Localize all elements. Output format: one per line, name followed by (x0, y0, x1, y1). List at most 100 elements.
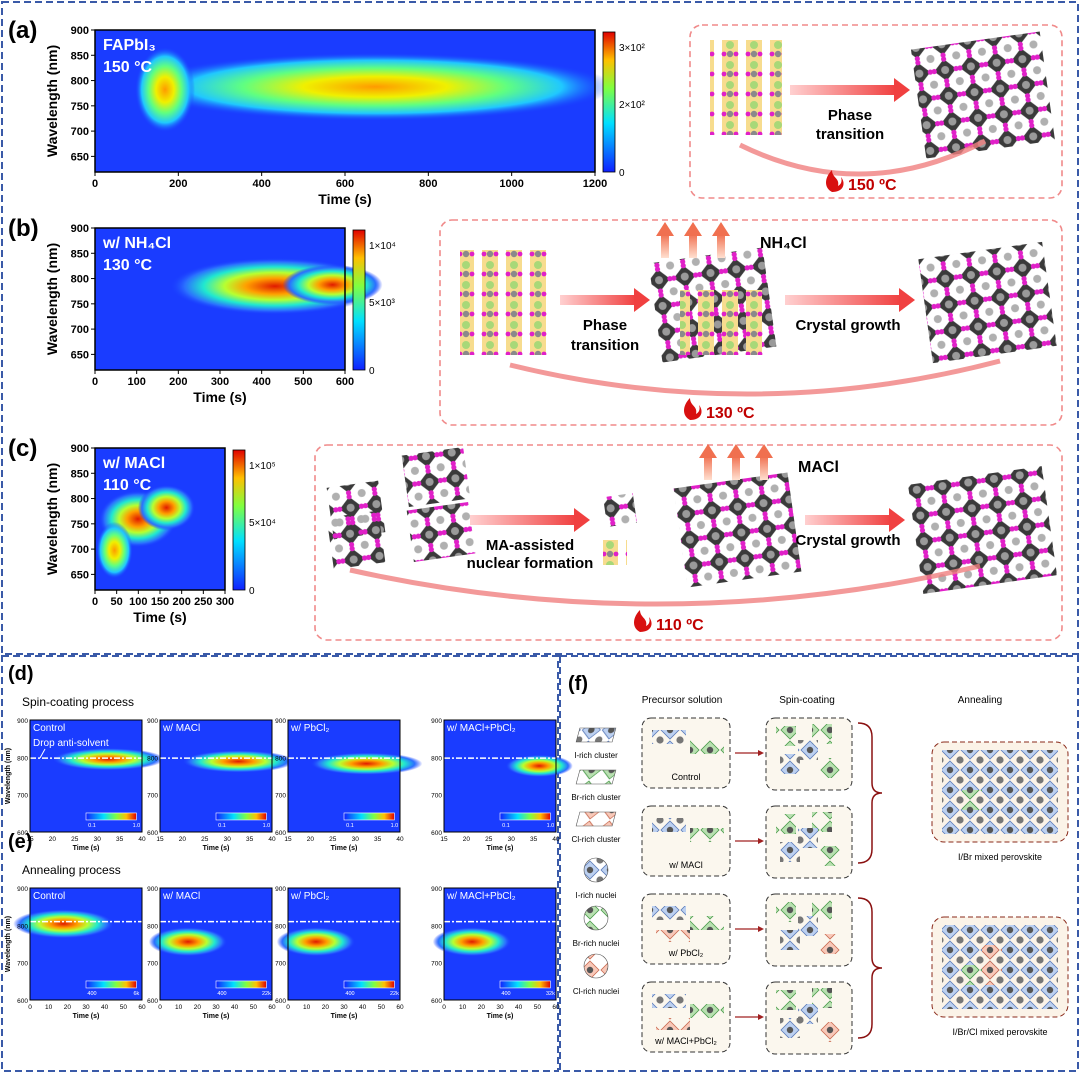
x-tick-label: 50 (120, 1004, 128, 1011)
additive-label: NH₄Cl (760, 235, 807, 252)
sample-label: w/ NH₄Cl (102, 235, 171, 252)
annotation: Drop anti-solvent (33, 738, 109, 749)
heatmap-signal (505, 754, 573, 778)
panel-label: (b) (8, 215, 39, 242)
nucleus (820, 846, 840, 866)
x-tick-label: 35 (116, 836, 124, 843)
heatmap-signal (310, 752, 423, 775)
heatmap-signal (96, 521, 133, 579)
y-tick-label: 900 (71, 223, 89, 235)
process-arrow (790, 85, 896, 95)
y-tick-label: 800 (431, 755, 442, 762)
y-tick-label: 800 (147, 755, 158, 762)
nucleus (780, 842, 800, 862)
colorbar (602, 31, 616, 173)
y-tick-label: 700 (275, 961, 286, 968)
x-tick-label: 40 (359, 1004, 367, 1011)
x-tick-label: 10 (303, 1004, 311, 1011)
colorbar-label: 400 (345, 991, 354, 997)
cluster-icon (575, 769, 617, 785)
y-tick-label: 750 (71, 101, 89, 113)
colorbar-label: 0.1 (502, 823, 510, 829)
y-axis-label: Wavelength (nm) (5, 748, 12, 804)
step-label: transition (571, 337, 639, 354)
process-arrow-head (758, 750, 764, 756)
legend-label: I-rich nuclei (576, 891, 617, 900)
axes-frame (29, 719, 143, 833)
x-tick-label: 200 (169, 178, 187, 190)
y-tick-label: 750 (71, 299, 89, 311)
x-tick-label: 35 (530, 836, 538, 843)
cluster-group (690, 1004, 724, 1018)
x-tick-label: 200 (169, 376, 187, 388)
x-tick-label: 50 (534, 1004, 542, 1011)
x-axis-label: Time (s) (318, 191, 371, 207)
legend-label: Cl-rich nuclei (573, 987, 619, 996)
colorbar-label: 1×10⁵ (249, 461, 276, 472)
colorbar-label: 5×10³ (369, 298, 396, 309)
x-tick-label: 35 (246, 836, 254, 843)
x-tick-label: 20 (322, 1004, 330, 1011)
x-tick-label: 0 (92, 596, 98, 608)
y-tick-label: 700 (431, 793, 442, 800)
x-tick-label: 0 (92, 178, 98, 190)
y-tick-label: 650 (71, 151, 89, 163)
process-arrow (470, 515, 576, 525)
x-tick-label: 1000 (499, 178, 523, 190)
y-tick-label: 700 (17, 961, 28, 968)
y-tick-label: 700 (71, 324, 89, 336)
flame-icon (684, 398, 702, 420)
product-label: I/Br/Cl mixed perovskite (952, 1027, 1047, 1037)
x-tick-label: 0 (158, 1004, 162, 1011)
y-tick-label: 900 (275, 718, 286, 725)
legend-label: I-rich cluster (574, 751, 618, 760)
x-tick-label: 200 (172, 596, 190, 608)
colorbar-label: 0.1 (346, 823, 354, 829)
y-tick-label: 900 (17, 718, 28, 725)
scheme-box (439, 219, 1063, 426)
colorbar-label: 1×10⁴ (369, 241, 396, 252)
nucleus (780, 754, 800, 774)
x-tick-label: 0 (28, 1004, 32, 1011)
flame-icon (634, 610, 652, 632)
y-tick-label: 850 (71, 248, 89, 260)
y-axis-label: Wavelength (nm) (5, 916, 12, 972)
cluster-group (656, 1018, 690, 1030)
x-axis-label: Time (s) (73, 1013, 100, 1020)
process-arrow-head (758, 926, 764, 932)
colorbar (85, 980, 137, 989)
x-tick-label: 60 (396, 1004, 404, 1011)
heatmap-signal (182, 750, 295, 773)
heatmap-signal (52, 748, 165, 771)
nuclei-icon (583, 953, 609, 979)
axes-frame (443, 887, 557, 1001)
layered-phase (710, 40, 782, 135)
nuclei-icon (583, 905, 609, 931)
nucleus (820, 1022, 840, 1042)
plot-title: w/ PbCl₂ (290, 723, 329, 734)
condition-label: w/ MACl (668, 860, 703, 870)
cluster-icon (575, 727, 617, 743)
colorbar-label: 0.1 (88, 823, 96, 829)
colorbar-label: 0 (619, 168, 625, 179)
x-tick-label: 50 (250, 1004, 258, 1011)
layered-phase (603, 540, 627, 565)
heating-curve (509, 358, 1001, 397)
x-tick-label: 40 (101, 1004, 109, 1011)
y-tick-label: 800 (17, 923, 28, 930)
sample-label: FAPbI₃ (103, 37, 156, 54)
layered-phase (680, 290, 765, 355)
y-tick-label: 700 (17, 793, 28, 800)
x-tick-label: 60 (138, 1004, 146, 1011)
step2-label: Crystal growth (795, 317, 900, 334)
x-tick-label: 100 (129, 596, 147, 608)
colorbar (352, 229, 366, 371)
x-tick-label: 50 (378, 1004, 386, 1011)
x-tick-label: 40 (268, 836, 276, 843)
colorbar-label: 400 (501, 991, 510, 997)
x-tick-label: 20 (49, 836, 57, 843)
br-sites (962, 790, 982, 810)
colorbar-label: 400 (87, 991, 96, 997)
axes-frame (287, 887, 401, 1001)
